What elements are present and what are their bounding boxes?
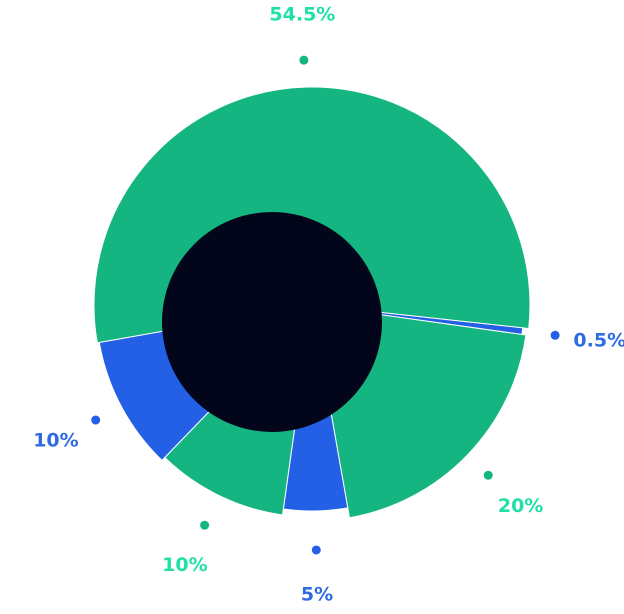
value-label: 5% <box>301 583 333 605</box>
label-dot <box>483 470 493 480</box>
value-label: 54.5% <box>269 4 335 26</box>
label-dot <box>200 520 210 530</box>
labels: 54.5% 0.5% 20% 5% 10% 10% <box>33 4 624 606</box>
donut-hole <box>162 212 382 432</box>
label-dot <box>91 415 101 425</box>
label-dot <box>311 545 321 555</box>
label-dot <box>550 330 560 340</box>
value-label: 10% <box>162 554 207 576</box>
value-label: 0.5% <box>573 329 624 351</box>
value-label: 20% <box>498 495 543 517</box>
label-dot <box>299 55 309 65</box>
value-label: 10% <box>33 430 78 452</box>
